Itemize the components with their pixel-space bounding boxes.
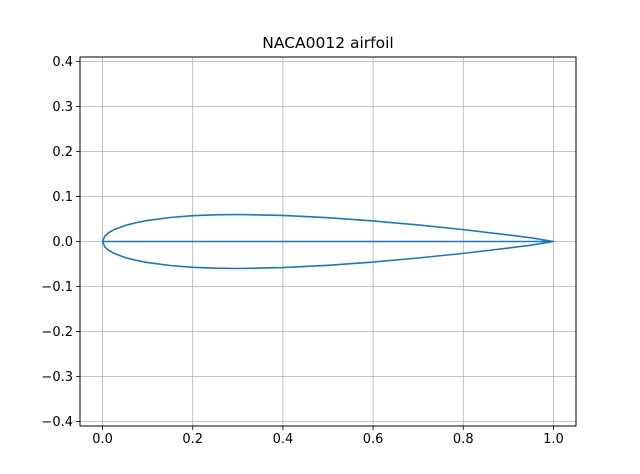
y-tick-label: 0.2 [52,145,73,160]
y-tick-label: 0.0 [52,235,73,250]
y-tick-label: 0.3 [52,100,73,115]
y-tick-label: −0.2 [41,325,73,340]
y-tick-label: −0.1 [41,280,73,295]
y-tick-label: −0.3 [41,370,73,385]
y-tick-label: −0.4 [41,415,73,430]
series-layer [101,213,555,270]
y-tick-label: 0.4 [52,55,73,70]
x-tick-label: 0.4 [273,432,294,447]
y-tick-label: 0.1 [52,190,73,205]
x-tick-label: 0.6 [363,432,384,447]
chart-title: NACA0012 airfoil [262,34,393,52]
airfoil-line [101,213,555,270]
x-tick-label: 0.8 [453,432,474,447]
x-tick-label: 0.2 [182,432,203,447]
ticks: 0.0 0.2 0.4 0.6 0.8 1.0 −0.4 −0.3 −0.2 −0.1 0.0 0.1… [41,55,563,447]
x-tick-label: 0.0 [92,432,113,447]
x-tick-label: 1.0 [543,432,564,447]
